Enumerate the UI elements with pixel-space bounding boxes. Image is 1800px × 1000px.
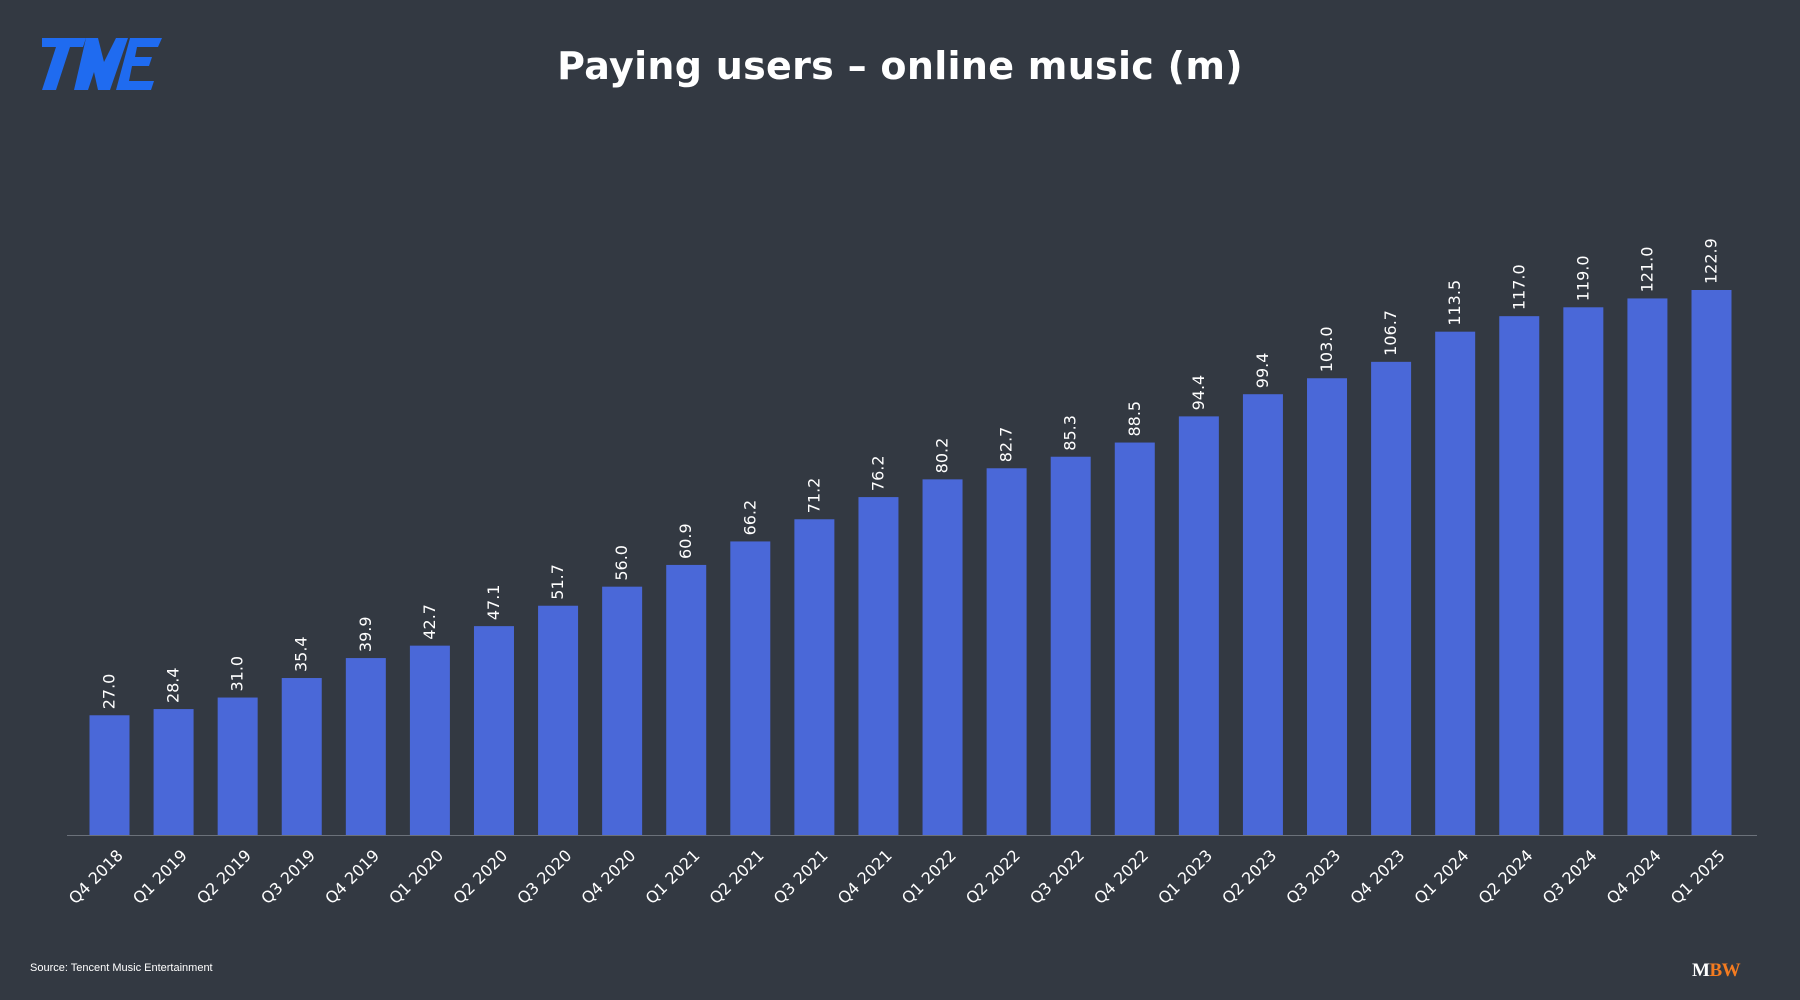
bar-q1-2022 (922, 479, 963, 835)
x-tick-label: Q3 2024 (1539, 846, 1601, 908)
x-tick-label: Q3 2020 (513, 846, 575, 908)
x-tick-label: Q3 2022 (1026, 846, 1088, 908)
x-tick-label: Q1 2021 (642, 846, 704, 908)
data-label: 56.0 (612, 545, 631, 581)
data-label: 66.2 (740, 500, 759, 536)
data-label: 119.0 (1573, 255, 1592, 301)
bar-q1-2019 (153, 709, 194, 835)
bar-q2-2023 (1242, 394, 1283, 835)
data-label: 122.9 (1702, 238, 1721, 284)
bar-q4-2019 (345, 658, 386, 835)
bar-q4-2023 (1371, 361, 1412, 835)
x-tick-label: Q3 2021 (770, 846, 832, 908)
x-tick-label: Q4 2023 (1346, 846, 1408, 908)
bar-q1-2021 (666, 564, 707, 835)
data-label: 80.2 (933, 438, 952, 474)
data-label: 39.9 (356, 616, 375, 652)
data-label: 88.5 (1125, 401, 1144, 437)
x-tick-label: Q4 2021 (834, 846, 896, 908)
mbw-logo-m: M (1692, 960, 1710, 981)
bar-q2-2020 (473, 626, 514, 835)
data-label: 99.4 (1253, 353, 1272, 389)
x-tick-label: Q3 2023 (1282, 846, 1344, 908)
bar-q4-2021 (858, 497, 899, 835)
data-label: 106.7 (1381, 310, 1400, 356)
data-label: 82.7 (997, 427, 1016, 463)
x-tick-label: Q2 2023 (1218, 846, 1280, 908)
data-label: 113.5 (1445, 280, 1464, 326)
x-tick-label: Q4 2018 (65, 846, 127, 908)
data-label: 42.7 (420, 604, 439, 640)
data-label: 35.4 (292, 636, 311, 672)
x-tick-label: Q2 2019 (193, 846, 255, 908)
bar-q3-2023 (1307, 378, 1348, 835)
x-tick-label: Q4 2019 (321, 846, 383, 908)
data-label: 103.0 (1317, 326, 1336, 372)
data-label: 71.2 (804, 478, 823, 514)
x-tick-label: Q2 2022 (962, 846, 1024, 908)
x-tick-label: Q2 2021 (706, 846, 768, 908)
x-tick-label: Q1 2022 (898, 846, 960, 908)
bar-q1-2023 (1178, 416, 1219, 835)
bar-q3-2024 (1563, 307, 1604, 835)
x-tick-label: Q1 2020 (385, 846, 447, 908)
data-label: 121.0 (1637, 247, 1656, 293)
bar-q3-2019 (281, 678, 322, 835)
bar-q3-2021 (794, 519, 835, 835)
bar-q1-2020 (409, 645, 450, 835)
x-tick-label: Q4 2022 (1090, 846, 1152, 908)
data-label: 76.2 (868, 455, 887, 491)
bar-q2-2024 (1499, 316, 1540, 835)
x-tick-label: Q4 2024 (1603, 846, 1665, 908)
data-label: 94.4 (1189, 375, 1208, 411)
data-label: 31.0 (228, 656, 247, 692)
bar-q4-2020 (602, 586, 643, 835)
x-tick-label: Q1 2024 (1411, 846, 1473, 908)
bar-q2-2019 (217, 697, 258, 835)
tme-logo (42, 38, 162, 90)
x-tick-label: Q2 2020 (449, 846, 511, 908)
x-tick-label: Q1 2023 (1154, 846, 1216, 908)
bar-q3-2020 (538, 605, 579, 835)
data-label: 28.4 (164, 667, 183, 703)
mbw-logo: MBW (1692, 960, 1741, 982)
data-label: 85.3 (1061, 415, 1080, 451)
x-tick-label: Q4 2020 (578, 846, 640, 908)
x-tick-label: Q2 2024 (1475, 846, 1537, 908)
bar-q3-2022 (1050, 456, 1091, 835)
x-tick-label: Q1 2025 (1667, 846, 1729, 908)
chart-title: Paying users – online music (m) (557, 44, 1243, 88)
data-label: 27.0 (100, 674, 119, 710)
bar-q2-2022 (986, 468, 1027, 835)
bar-q4-2022 (1114, 442, 1155, 835)
data-label: 117.0 (1509, 264, 1528, 310)
x-tick-label: Q1 2019 (129, 846, 191, 908)
bar-q2-2021 (730, 541, 771, 835)
data-label: 51.7 (548, 564, 567, 600)
x-tick-label: Q3 2019 (257, 846, 319, 908)
bar-q4-2018 (89, 715, 130, 835)
bar-q4-2024 (1627, 298, 1668, 835)
bar-q1-2025 (1691, 290, 1732, 835)
mbw-logo-bw: BW (1709, 960, 1741, 981)
source-note: Source: Tencent Music Entertainment (30, 962, 213, 974)
data-label: 47.1 (484, 585, 503, 621)
data-label: 60.9 (676, 523, 695, 559)
bar-q1-2024 (1435, 331, 1476, 835)
